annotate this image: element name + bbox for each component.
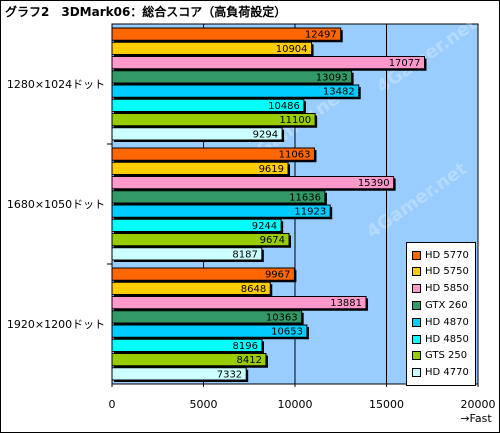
data-label: 17077 <box>389 58 421 69</box>
bar <box>111 204 331 218</box>
data-label: 11063 <box>279 150 311 161</box>
data-label: 8196 <box>233 341 258 352</box>
bar <box>111 233 290 247</box>
legend-swatch <box>412 334 421 344</box>
bar <box>111 41 313 55</box>
legend-swatch <box>412 368 421 378</box>
bar <box>111 353 267 367</box>
bar <box>111 56 426 70</box>
legend-item: HD 5750 <box>412 265 469 279</box>
x-tick-label: 10000 <box>278 398 313 411</box>
legend-swatch <box>412 250 421 260</box>
category-label: 1920×1200ドット <box>7 318 105 331</box>
bar <box>111 218 282 232</box>
bar <box>111 247 263 261</box>
bar <box>111 367 247 381</box>
legend: HD 5770 HD 5750 HD 5850 GTX 260 HD 4870 HD 48… <box>406 242 476 386</box>
bar <box>111 310 303 324</box>
bar <box>111 161 289 175</box>
data-label: 11636 <box>289 192 321 203</box>
bar <box>111 84 360 98</box>
bar <box>111 338 263 352</box>
bar <box>111 324 308 338</box>
legend-label: HD 5850 <box>425 283 469 295</box>
legend-swatch <box>412 300 421 310</box>
bar <box>111 267 295 281</box>
legend-swatch <box>412 267 421 277</box>
legend-item: HD 4770 <box>412 366 469 380</box>
legend-label: HD 5770 <box>425 249 469 261</box>
data-label: 11100 <box>279 115 311 126</box>
legend-label: HD 4850 <box>425 333 469 345</box>
data-label: 8187 <box>232 249 257 260</box>
bar <box>111 98 305 112</box>
legend-swatch <box>412 317 421 327</box>
data-label: 9619 <box>259 164 284 175</box>
category-label: 1680×1050ドット <box>7 198 105 211</box>
legend-label: HD 5750 <box>425 266 469 278</box>
data-label: 10653 <box>271 327 303 338</box>
bar <box>111 281 271 295</box>
legend-swatch <box>412 351 421 361</box>
x-axis-label: →Fast <box>460 412 492 425</box>
x-tick-label: 20000 <box>461 398 496 411</box>
legend-item: HD 4850 <box>412 332 469 346</box>
category-label: 1280×1024ドット <box>7 78 105 91</box>
data-label: 9967 <box>265 270 290 281</box>
bar <box>111 113 316 127</box>
data-label: 11923 <box>294 207 326 218</box>
bar <box>111 147 315 161</box>
x-tick-label: 15000 <box>369 398 404 411</box>
legend-swatch <box>412 284 421 294</box>
data-label: 9294 <box>253 129 278 140</box>
bar <box>111 296 367 310</box>
legend-item: HD 5770 <box>412 248 469 262</box>
bar <box>111 190 326 204</box>
bar <box>111 176 395 190</box>
legend-label: GTS 250 <box>425 350 468 362</box>
data-label: 9244 <box>252 221 277 232</box>
bar <box>111 127 283 141</box>
data-label: 13482 <box>323 87 355 98</box>
x-tick-label: 5000 <box>190 398 218 411</box>
bar <box>111 27 342 41</box>
bar <box>111 70 353 84</box>
legend-label: HD 4870 <box>425 316 469 328</box>
data-label: 9674 <box>260 235 285 246</box>
data-label: 15390 <box>358 178 390 189</box>
data-label: 10904 <box>276 44 308 55</box>
legend-item: GTS 250 <box>412 349 467 363</box>
legend-item: HD 5850 <box>412 282 469 296</box>
x-tick-label: 0 <box>109 398 116 411</box>
chart-title: グラフ2 3DMark06：総合スコア（高負荷設定） <box>5 5 287 19</box>
legend-label: HD 4770 <box>425 367 469 379</box>
data-label: 13093 <box>316 72 348 83</box>
legend-label: GTX 260 <box>425 299 468 311</box>
legend-item: HD 4870 <box>412 315 469 329</box>
data-label: 10486 <box>268 101 300 112</box>
data-label: 10363 <box>266 312 298 323</box>
legend-item: GTX 260 <box>412 298 468 312</box>
data-label: 7332 <box>217 369 242 380</box>
data-label: 8412 <box>236 355 261 366</box>
data-label: 13881 <box>330 298 362 309</box>
data-label: 12497 <box>305 30 337 41</box>
data-label: 8648 <box>241 284 266 295</box>
